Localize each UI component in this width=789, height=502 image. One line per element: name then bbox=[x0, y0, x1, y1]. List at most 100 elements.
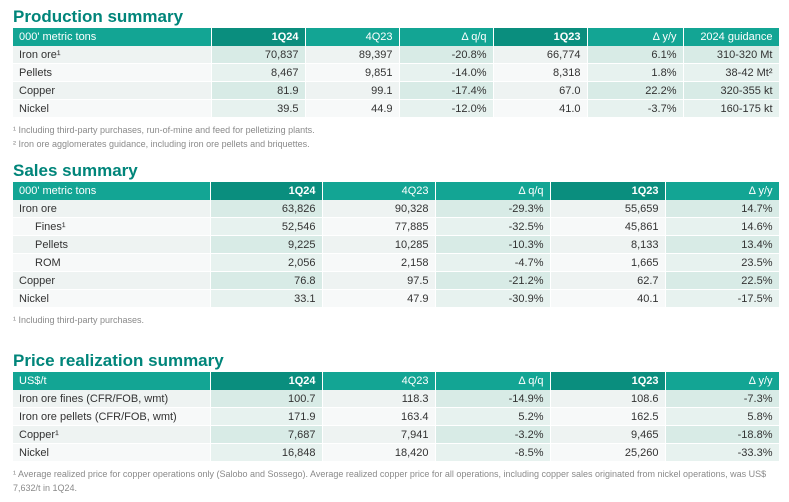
table-cell: -20.8% bbox=[399, 46, 494, 64]
footnote: ¹ Including third-party purchases. bbox=[13, 315, 145, 325]
table-cell: 118.3 bbox=[322, 390, 436, 408]
row-label: Pellets bbox=[13, 63, 212, 82]
row-label: Nickel bbox=[13, 99, 212, 118]
table-row: Nickel 39.5 44.9 -12.0% 41.0 -3.7% 160-175 kt bbox=[13, 99, 780, 118]
table-cell: 22.2% bbox=[587, 81, 684, 100]
column-header: 1Q23 bbox=[493, 28, 588, 46]
table-row: Nickel 33.1 47.9 -30.9% 40.1 -17.5% bbox=[13, 289, 780, 308]
table-cell: 171.9 bbox=[210, 407, 323, 426]
column-header: 4Q23 bbox=[305, 28, 400, 46]
table-cell: 1,665 bbox=[550, 253, 666, 272]
table-cell: 70,837 bbox=[211, 46, 306, 64]
table-row: Iron ore¹ 70,837 89,397 -20.8% 66,774 6.1% 310… bbox=[13, 46, 780, 64]
table-cell: 9,465 bbox=[550, 425, 666, 444]
table-cell: 2,056 bbox=[210, 253, 323, 272]
table-row: Nickel 16,848 18,420 -8.5% 25,260 -33.3% bbox=[13, 443, 780, 462]
table-cell: 1.8% bbox=[587, 63, 684, 82]
table-row: ROM 2,056 2,158 -4.7% 1,665 23.5% bbox=[13, 253, 780, 272]
table-cell: -3.7% bbox=[587, 99, 684, 118]
table-cell: 100.7 bbox=[210, 390, 323, 408]
row-label: Fines¹ bbox=[13, 217, 211, 236]
table-cell: 2,158 bbox=[322, 253, 436, 272]
header-row: US$/t 1Q24 4Q23 Δ q/q 1Q23 Δ y/y bbox=[13, 372, 780, 390]
table-row: Pellets 9,225 10,285 -10.3% 8,133 13.4% bbox=[13, 235, 780, 254]
table-cell: 9,851 bbox=[305, 63, 400, 82]
table-cell: 14.6% bbox=[665, 217, 780, 236]
footnotes: ¹ Including third-party purchases, run-o… bbox=[13, 123, 779, 151]
table-cell: 47.9 bbox=[322, 289, 436, 308]
row-label: Iron ore bbox=[13, 200, 211, 218]
table-cell: 99.1 bbox=[305, 81, 400, 100]
table-cell: 7,687 bbox=[210, 425, 323, 444]
column-header: 4Q23 bbox=[322, 182, 436, 200]
table-cell: 160-175 kt bbox=[683, 99, 780, 118]
table-cell: 63,826 bbox=[210, 200, 323, 218]
header-row: 000' metric tons 1Q24 4Q23 Δ q/q 1Q23 Δ y/y bbox=[13, 182, 780, 200]
table-cell: 76.8 bbox=[210, 271, 323, 290]
section-title: Production summary bbox=[13, 7, 184, 26]
table-cell: -14.9% bbox=[435, 390, 551, 408]
table-cell: -21.2% bbox=[435, 271, 551, 290]
table-cell: 8,133 bbox=[550, 235, 666, 254]
table-row: Iron ore fines (CFR/FOB, wmt) 100.7 118.3-… bbox=[13, 390, 780, 408]
column-header: 1Q23 bbox=[550, 372, 666, 390]
table-cell: -17.4% bbox=[399, 81, 494, 100]
table-cell: -18.8% bbox=[665, 425, 780, 444]
table-cell: 6.1% bbox=[587, 46, 684, 64]
table-cell: 163.4 bbox=[322, 407, 436, 426]
table-cell: -17.5% bbox=[665, 289, 780, 308]
table-cell: 52,546 bbox=[210, 217, 323, 236]
table-cell: 162.5 bbox=[550, 407, 666, 426]
table-cell: -3.2% bbox=[435, 425, 551, 444]
column-header: Δ q/q bbox=[435, 182, 551, 200]
row-label: Copper bbox=[13, 81, 212, 100]
table-cell: 44.9 bbox=[305, 99, 400, 118]
table-row: Copper 76.8 97.5 -21.2% 62.7 22.5% bbox=[13, 271, 780, 290]
column-header: Δ y/y bbox=[665, 182, 780, 200]
table-cell: 108.6 bbox=[550, 390, 666, 408]
table-cell: -33.3% bbox=[665, 443, 780, 462]
price-section: Price realization summary US$/t 1Q24 4Q23 Δ … bbox=[13, 350, 780, 495]
row-label: Nickel bbox=[13, 289, 211, 308]
column-header: Δ q/q bbox=[435, 372, 551, 390]
table-cell: 23.5% bbox=[665, 253, 780, 272]
table-cell: -12.0% bbox=[399, 99, 494, 118]
table-cell: 13.4% bbox=[665, 235, 780, 254]
footnotes: ¹ Including third-party purchases. bbox=[13, 313, 779, 327]
table-cell: 8,467 bbox=[211, 63, 306, 82]
table-cell: 67.0 bbox=[493, 81, 588, 100]
row-label: Pellets bbox=[13, 235, 211, 254]
table-cell: 16,848 bbox=[210, 443, 323, 462]
data-table: US$/t 1Q24 4Q23 Δ q/q 1Q23 Δ y/y Iron ore fine… bbox=[13, 372, 780, 462]
column-header: Δ y/y bbox=[665, 372, 780, 390]
table-cell: -7.3% bbox=[665, 390, 780, 408]
table-cell: 97.5 bbox=[322, 271, 436, 290]
footnotes: ¹ Average realized price for copper oper… bbox=[13, 467, 779, 495]
footnote: ¹ Average realized price for copper oper… bbox=[13, 469, 767, 493]
column-header: 000' metric tons bbox=[13, 182, 211, 200]
table-cell: -14.0% bbox=[399, 63, 494, 82]
header-row: 000' metric tons 1Q24 4Q23 Δ q/q 1Q23 Δ y/y 20… bbox=[13, 28, 780, 46]
column-header: Δ y/y bbox=[587, 28, 684, 46]
column-header: 1Q24 bbox=[211, 28, 306, 46]
table-cell: 14.7% bbox=[665, 200, 780, 218]
row-label: Copper¹ bbox=[13, 425, 211, 444]
production-section: Production summary 000' metric tons 1Q24 4Q… bbox=[13, 6, 780, 151]
table-cell: 39.5 bbox=[211, 99, 306, 118]
table-cell: 33.1 bbox=[210, 289, 323, 308]
table-cell: 7,941 bbox=[322, 425, 436, 444]
footnote: ² Iron ore agglomerates guidance, includ… bbox=[13, 139, 310, 149]
column-header: 2024 guidance bbox=[683, 28, 780, 46]
table-cell: 9,225 bbox=[210, 235, 323, 254]
table-cell: 45,861 bbox=[550, 217, 666, 236]
table-cell: -30.9% bbox=[435, 289, 551, 308]
table-row: Copper¹ 7,687 7,941 -3.2% 9,465 -18.8% bbox=[13, 425, 780, 444]
column-header: 4Q23 bbox=[322, 372, 436, 390]
table-cell: 62.7 bbox=[550, 271, 666, 290]
row-label: Iron ore fines (CFR/FOB, wmt) bbox=[13, 390, 211, 408]
sales-section: Sales summary 000' metric tons 1Q24 4Q23 Δ q… bbox=[13, 160, 780, 327]
table-row: Copper 81.9 99.1 -17.4% 67.0 22.2% 320-355 kt bbox=[13, 81, 780, 100]
table-row: Iron ore 63,826 90,328 -29.3% 55,659 14.7% bbox=[13, 200, 780, 218]
table-cell: 25,260 bbox=[550, 443, 666, 462]
